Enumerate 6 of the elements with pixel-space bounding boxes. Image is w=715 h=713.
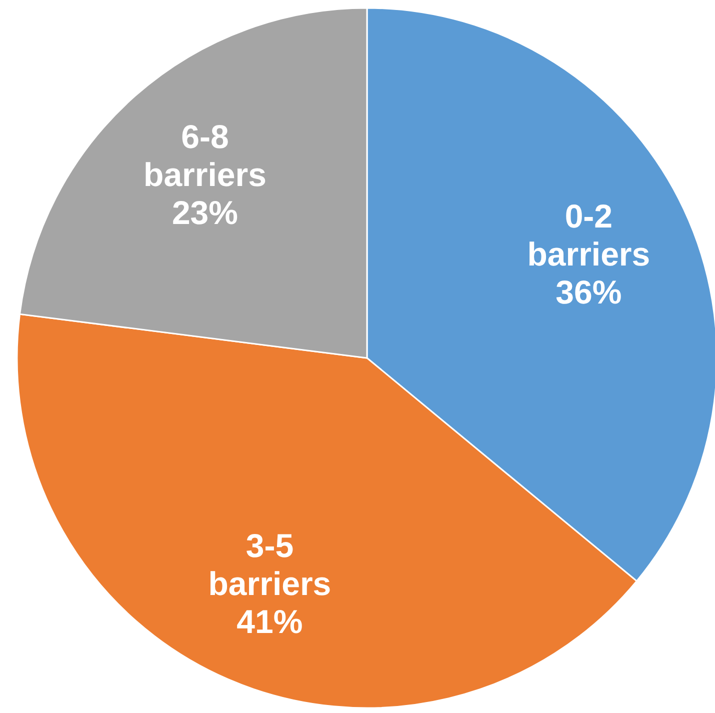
data-label: 36% bbox=[556, 273, 622, 310]
data-label: 41% bbox=[236, 602, 303, 640]
slice-label: 0-2 barriers bbox=[527, 197, 650, 272]
slice-label: 3-5 barriers bbox=[208, 526, 332, 602]
slice-label: 6-8 barriers bbox=[144, 118, 266, 193]
data-label: 23% bbox=[172, 194, 238, 231]
